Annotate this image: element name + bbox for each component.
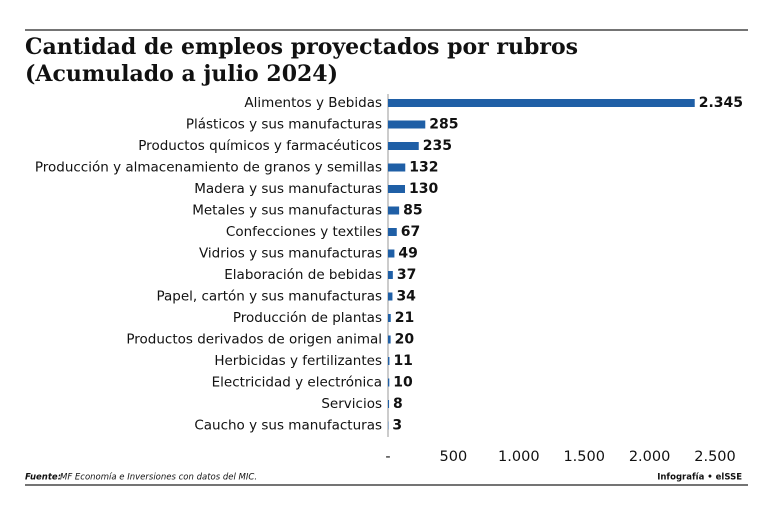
bar bbox=[388, 185, 406, 193]
value-label: 130 bbox=[409, 181, 438, 197]
x-tick-label: 500 bbox=[440, 449, 468, 465]
category-label: Caucho y sus manufacturas bbox=[194, 418, 382, 434]
x-tick-label: 2.500 bbox=[694, 449, 736, 465]
value-label: 235 bbox=[423, 138, 452, 154]
value-label: 132 bbox=[409, 160, 438, 176]
value-label: 2.345 bbox=[699, 95, 743, 111]
category-label: Confecciones y textiles bbox=[226, 224, 382, 240]
bar bbox=[388, 271, 393, 279]
bar bbox=[388, 292, 393, 301]
category-label: Productos químicos y farmacéuticos bbox=[138, 138, 382, 154]
category-label: Herbicidas y fertilizantes bbox=[214, 353, 382, 369]
category-label: Producción de plantas bbox=[233, 310, 382, 326]
bar bbox=[388, 335, 391, 344]
chart-title: Cantidad de empleos proyectados por rubr… bbox=[25, 34, 578, 60]
category-label: Elaboración de bebidas bbox=[224, 267, 382, 283]
category-label: Vidrios y sus manufacturas bbox=[199, 246, 382, 262]
x-tick-label: 2.000 bbox=[629, 449, 671, 465]
chart-subtitle: (Acumulado a julio 2024) bbox=[25, 61, 338, 87]
bar bbox=[388, 378, 390, 387]
source: MF Economía e Inversiones con datos del … bbox=[60, 473, 257, 483]
credit: Infografía • elSSE bbox=[657, 473, 742, 483]
bar bbox=[388, 206, 400, 215]
value-label: 10 bbox=[393, 375, 413, 391]
bar bbox=[388, 249, 395, 258]
value-label: 67 bbox=[401, 224, 420, 240]
value-label: 49 bbox=[398, 246, 417, 262]
category-label: Producción y almacenamiento de granos y … bbox=[35, 160, 382, 176]
value-label: 8 bbox=[393, 396, 403, 412]
bar bbox=[388, 99, 695, 107]
value-label: 85 bbox=[403, 203, 422, 219]
x-tick-label: 1.500 bbox=[563, 449, 605, 465]
bar bbox=[388, 314, 391, 322]
bar bbox=[388, 142, 419, 150]
bar bbox=[388, 228, 397, 236]
x-tick-label: - bbox=[385, 449, 390, 465]
value-label: 34 bbox=[396, 289, 416, 305]
category-label: Madera y sus manufacturas bbox=[194, 181, 382, 197]
x-tick-label: 1.000 bbox=[498, 449, 540, 465]
category-label: Electricidad y electrónica bbox=[212, 375, 382, 391]
source-label: Fuente: bbox=[25, 473, 61, 483]
bar bbox=[388, 120, 426, 129]
value-label: 21 bbox=[395, 310, 414, 326]
category-label: Plásticos y sus manufacturas bbox=[186, 117, 382, 133]
category-label: Alimentos y Bebidas bbox=[244, 95, 382, 111]
bar bbox=[388, 357, 390, 365]
value-label: 3 bbox=[392, 418, 402, 434]
value-label: 285 bbox=[429, 117, 458, 133]
category-label: Productos derivados de origen animal bbox=[126, 332, 382, 348]
category-label: Metales y sus manufacturas bbox=[192, 203, 382, 219]
bar bbox=[388, 163, 406, 172]
value-label: 37 bbox=[397, 267, 416, 283]
category-label: Servicios bbox=[321, 396, 382, 412]
value-label: 20 bbox=[395, 332, 415, 348]
value-label: 11 bbox=[393, 353, 412, 369]
category-label: Papel, cartón y sus manufacturas bbox=[156, 289, 382, 305]
bar bbox=[388, 400, 390, 408]
